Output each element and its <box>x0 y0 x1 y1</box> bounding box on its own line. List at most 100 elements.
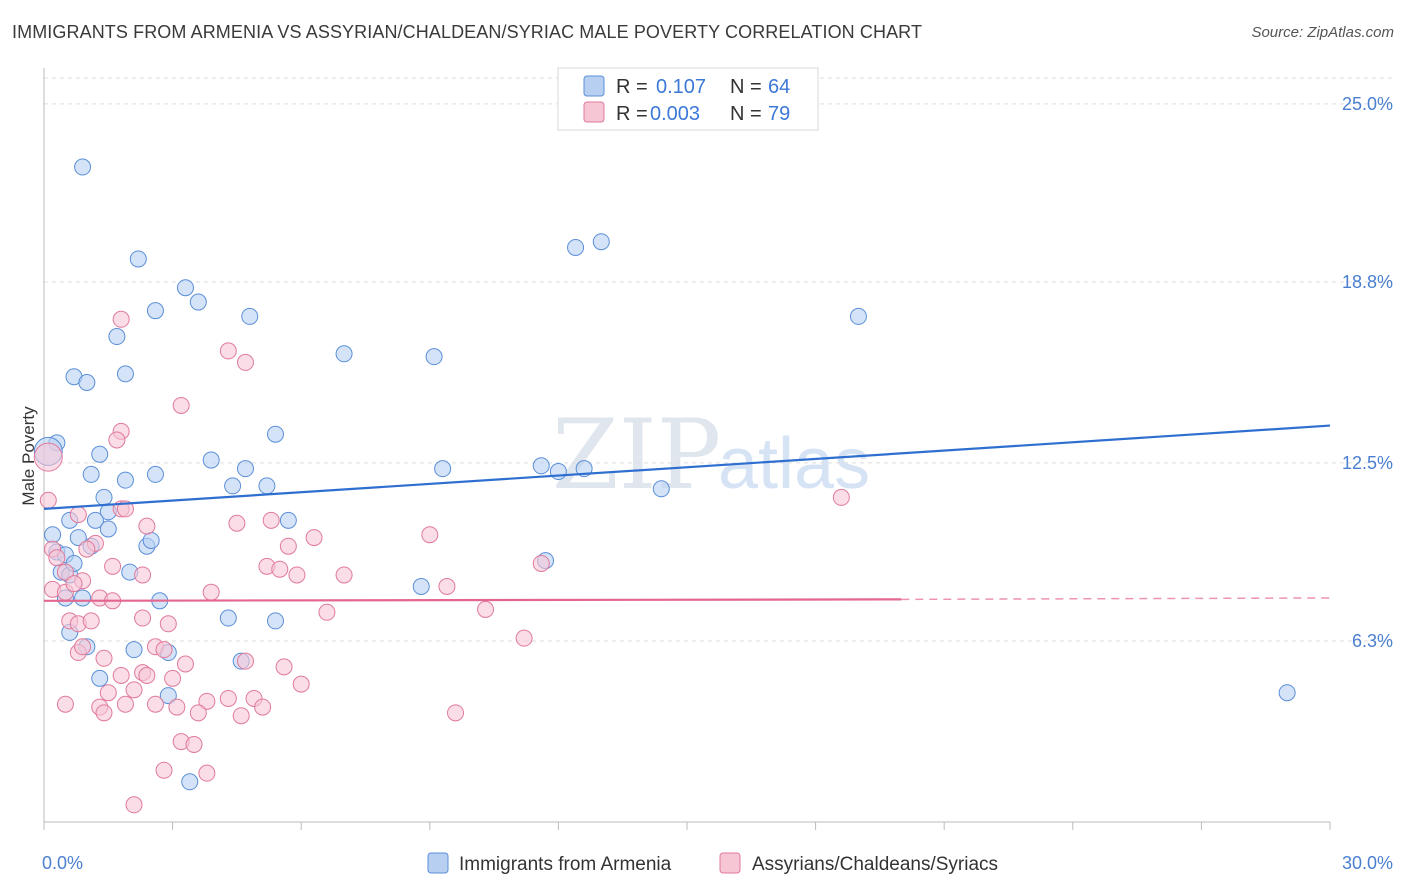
assyrian-point <box>305 529 323 547</box>
bottom-legend-label-assyrian: Assyrians/Chaldeans/Syriacs <box>752 854 998 875</box>
armenia-point <box>74 589 92 607</box>
assyrian-point <box>65 575 83 593</box>
armenia-point <box>69 529 87 547</box>
assyrian-point <box>262 511 280 529</box>
armenia-point <box>425 348 443 366</box>
armenia-point <box>1278 684 1296 702</box>
assyrian-point <box>198 764 216 782</box>
legend-n-value-1: 64 <box>768 76 790 98</box>
armenia-point <box>82 465 100 483</box>
armenia-point <box>142 531 160 549</box>
assyrian-point <box>176 655 194 673</box>
data-points <box>33 158 1296 814</box>
assyrian-point <box>95 649 113 667</box>
y-tick-label: 12.5% <box>1342 453 1393 473</box>
assyrian-point <box>78 540 96 558</box>
assyrian-point <box>138 666 156 684</box>
armenia-point <box>549 463 567 481</box>
assyrian-point <box>198 692 216 710</box>
assyrian-point <box>155 641 173 659</box>
assyrian-point <box>421 526 439 544</box>
armenia-point <box>129 250 147 268</box>
legend-box: R = 0.107 N = 64 R = 0.003 N = 79 <box>557 67 819 131</box>
armenia-point <box>181 773 199 791</box>
assyrian-point <box>236 353 254 371</box>
assyrian-point <box>219 689 237 707</box>
bottom-legend-swatch-assyrian <box>719 852 741 874</box>
legend-r-label-1: R = <box>616 76 648 98</box>
armenia-point <box>108 328 126 346</box>
assyrian-point <box>185 735 203 753</box>
armenia-point <box>86 511 104 529</box>
armenia-point <box>266 425 284 443</box>
assyrian-point <box>254 698 272 716</box>
armenia-point <box>279 511 297 529</box>
armenia-point <box>335 345 353 363</box>
y-tick-label: 25.0% <box>1342 94 1393 114</box>
armenia-point <box>146 302 164 320</box>
armenia-point <box>91 445 109 463</box>
armenia-point <box>99 520 117 538</box>
assyrian-point <box>232 707 250 725</box>
assyrian-point <box>125 681 143 699</box>
legend-r-label-2: R = <box>616 103 648 125</box>
armenia-point <box>189 293 207 311</box>
assyrian-point <box>477 600 495 618</box>
armenia-point <box>44 526 62 544</box>
assyrian-point <box>48 549 66 567</box>
assyrian-point <box>279 537 297 555</box>
watermark: ZIP atlas <box>552 399 870 511</box>
legend-swatch-armenia <box>583 75 605 97</box>
assyrian-point <box>288 566 306 584</box>
assyrian-point <box>138 517 156 535</box>
assyrian-point <box>146 695 164 713</box>
assyrian-point <box>116 695 134 713</box>
armenia-point <box>224 477 242 495</box>
assyrian-point <box>108 431 126 449</box>
assyrian-point <box>159 615 177 633</box>
armenia-point <box>434 460 452 478</box>
assyrian-point <box>168 698 186 716</box>
legend-n-label-1: N = <box>730 76 762 98</box>
assyrian-point <box>164 669 182 687</box>
armenia-point <box>91 669 109 687</box>
assyrian-point <box>189 704 207 722</box>
assyrian-point <box>219 342 237 360</box>
assyrian-point <box>112 310 130 328</box>
assyrian-point <box>33 442 63 472</box>
armenia-point <box>146 465 164 483</box>
assyrian-point <box>95 704 113 722</box>
bottom-legend: Immigrants from Armenia Assyrians/Chalde… <box>427 852 998 875</box>
assyrian-point <box>318 603 336 621</box>
assyrian-point <box>125 796 143 814</box>
armenia-point <box>202 451 220 469</box>
armenia-point <box>74 158 92 176</box>
armenia-point <box>116 471 134 489</box>
legend-n-value-2: 79 <box>768 103 790 125</box>
y-tick-label: 6.3% <box>1352 631 1393 651</box>
x-tick-label-start: 0.0% <box>42 853 83 873</box>
chart-title: IMMIGRANTS FROM ARMENIA VS ASSYRIAN/CHAL… <box>12 22 923 42</box>
armenia-point <box>266 612 284 630</box>
bottom-legend-swatch-armenia <box>427 852 449 874</box>
tick-labels: 6.3% 12.5% 18.8% 25.0% 0.0% 30.0% <box>42 94 1393 873</box>
assyrian-point <box>172 396 190 414</box>
assyrian-point <box>56 563 74 581</box>
armenia-point <box>412 577 430 595</box>
assyrian-point <box>82 612 100 630</box>
armenia-point <box>159 687 177 705</box>
legend-r-value-2: 0.003 <box>650 103 700 125</box>
armenia-point <box>236 460 254 478</box>
assyrian-point <box>99 684 117 702</box>
assyrian-point <box>236 652 254 670</box>
armenia-point <box>241 307 259 325</box>
assyrian-point <box>74 638 92 656</box>
assyrian-point <box>56 695 74 713</box>
armenia-point <box>116 365 134 383</box>
assyrian-point <box>271 560 289 578</box>
trend-line-extension-assyrian <box>901 597 1331 601</box>
armenia-point <box>219 609 237 627</box>
assyrian-point <box>292 675 310 693</box>
armenia-point <box>95 488 113 506</box>
